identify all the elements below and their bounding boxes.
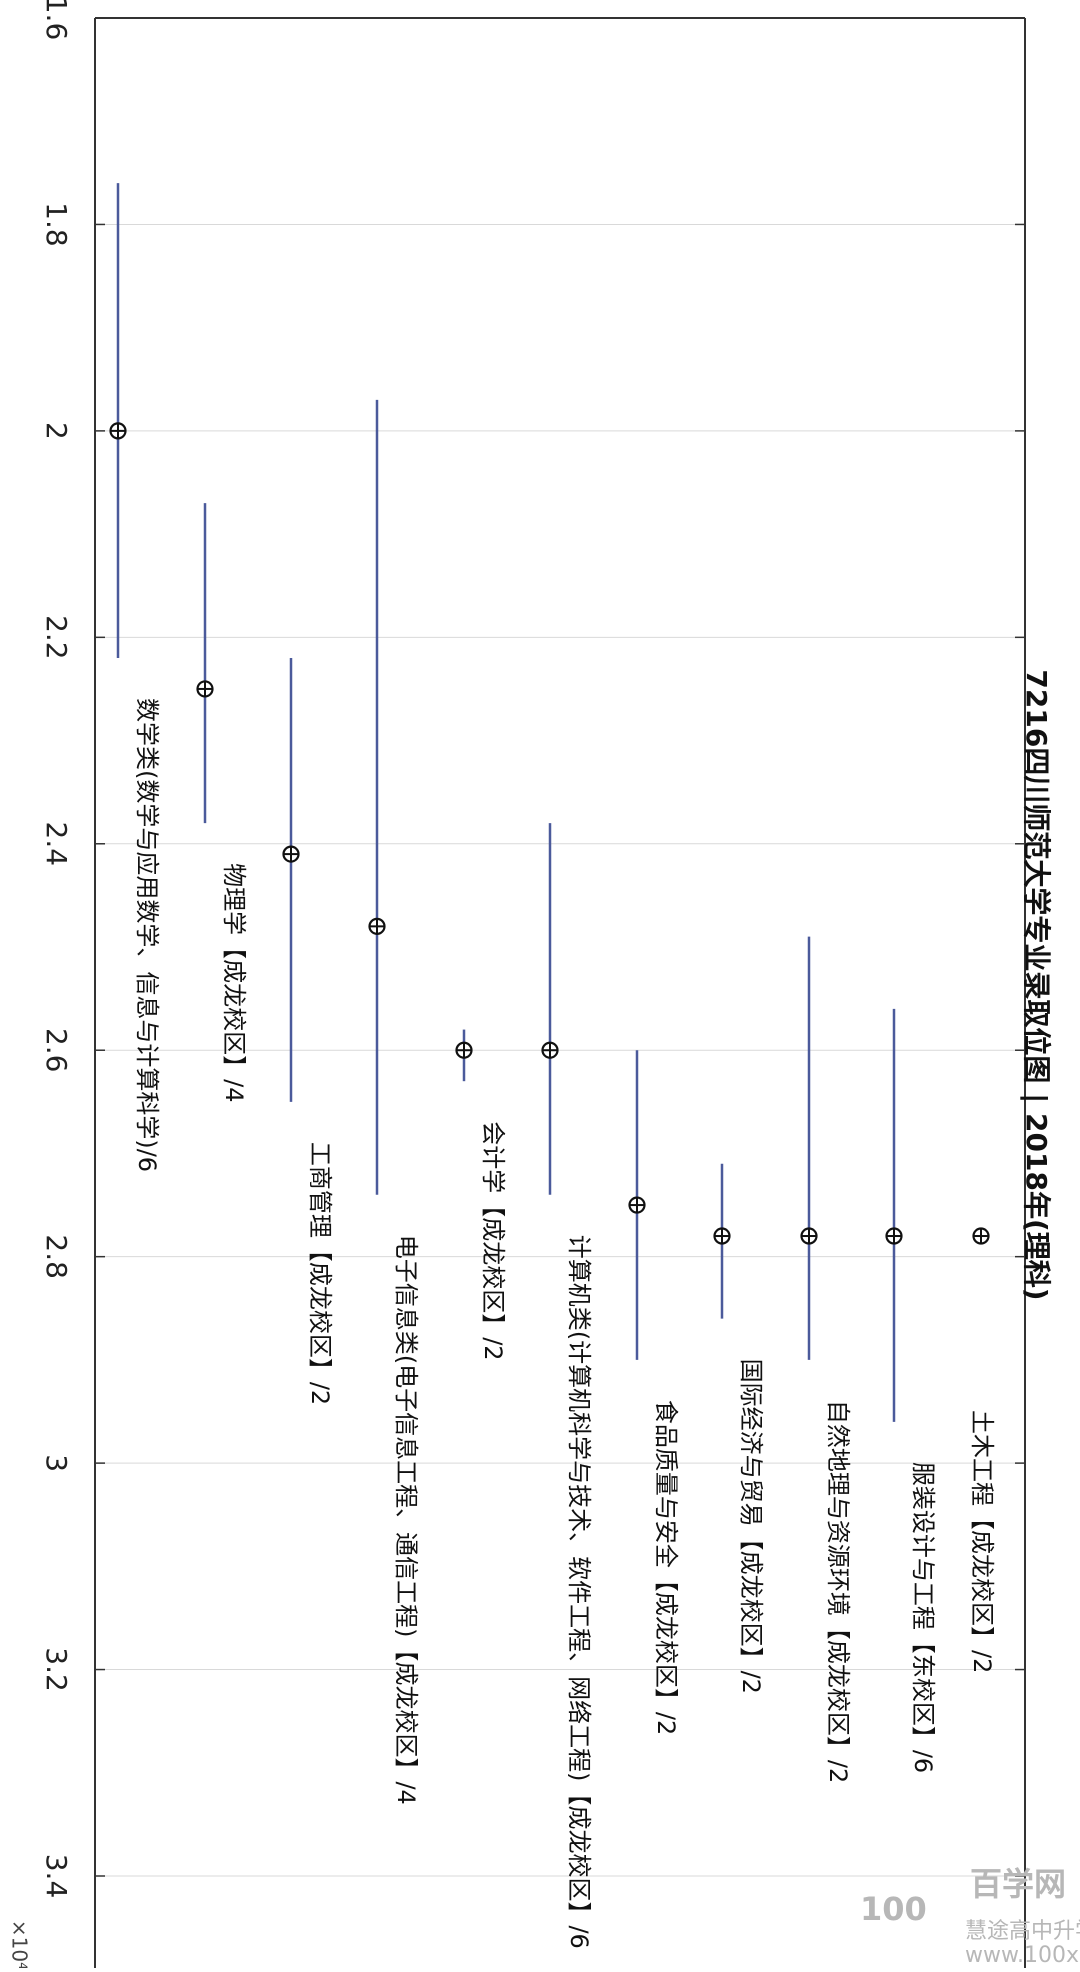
category-label: 会计学【成龙校区】/2 (479, 1121, 507, 1360)
grid-layer (95, 17, 1025, 1877)
tick-label: 3.2 (40, 1647, 73, 1692)
watermark-number: 100 (860, 1890, 927, 1928)
median-marker (196, 680, 214, 698)
category-label: 土木工程【成龙校区】/2 (968, 1410, 996, 1673)
category-label: 服装设计与工程【东校区】/6 (909, 1462, 937, 1773)
median-marker (713, 1227, 731, 1245)
category-label: 计算机类(计算机科学与技术、软件工程、网络工程)【成龙校区】/6 (565, 1235, 593, 1949)
median-marker (885, 1227, 903, 1245)
axis-multiplier: ×10⁴ (8, 1920, 32, 1968)
category-label: 食品质量与安全【成龙校区】/2 (652, 1400, 680, 1735)
category-label: 物理学【成龙校区】/4 (220, 863, 248, 1102)
tick-label: 3.4 (40, 1854, 73, 1899)
category-label: 电子信息类(电子信息工程、通信工程)【成龙校区】/4 (392, 1235, 420, 1805)
median-marker (368, 917, 386, 935)
tick-label: 1.6 (40, 0, 73, 40)
median-marker (541, 1041, 559, 1059)
median-marker (455, 1041, 473, 1059)
category-label: 数学类(数学与应用数学、信息与计算科学)/6 (133, 698, 161, 1172)
tick-label: 2 (40, 422, 73, 440)
category-label: 自然地理与资源环境【成龙校区】/2 (824, 1400, 852, 1783)
tick-label: 2.6 (40, 1028, 73, 1073)
tick-label: 1.8 (40, 202, 73, 247)
tick-label: 2.8 (40, 1234, 73, 1279)
median-marker (109, 422, 127, 440)
watermark-url: www.100xue.net (965, 1943, 1080, 1968)
watermark-logo: 100 百学网 慧途高中升学规划 www.100xue.net (860, 1865, 1080, 1968)
axes-layer (94, 17, 1026, 1968)
series-layer (109, 183, 990, 1422)
median-marker (282, 845, 300, 863)
watermark-brand: 百学网 (970, 1865, 1066, 1903)
category-label: 国际经济与贸易【成龙校区】/2 (737, 1359, 765, 1694)
watermark: 100 百学网 慧途高中升学规划 www.100xue.net (860, 1865, 1080, 1968)
watermark-subtitle: 慧途高中升学规划 (965, 1919, 1080, 1944)
chart-title: 7216四川师范大学专业录取位图 | 2018年(理科) (1020, 669, 1053, 1300)
tick-label: 2.2 (40, 615, 73, 660)
median-marker (628, 1196, 646, 1214)
category-label: 工商管理【成龙校区】/2 (306, 1142, 334, 1405)
tick-label: 2.4 (40, 822, 73, 867)
tick-label: 3 (40, 1454, 73, 1472)
median-marker (800, 1227, 818, 1245)
median-marker (972, 1227, 990, 1245)
labels-layer: 1.6 1.8 2 2.2 2.4 2.6 2.8 3 3.2 3.4 ×10⁴ 7216四川师范大学… (8, 0, 1054, 1970)
